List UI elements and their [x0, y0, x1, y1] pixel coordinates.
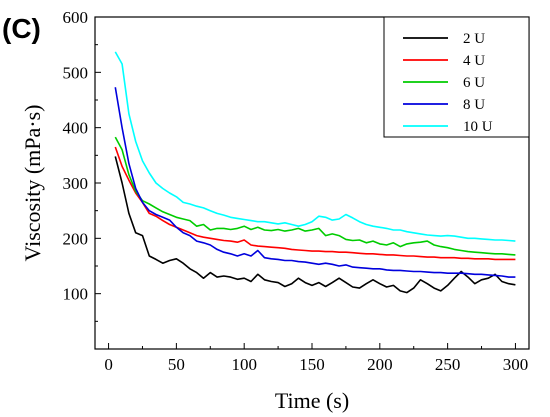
y-tick-label: 100: [63, 285, 89, 304]
x-tick-label: 150: [299, 355, 325, 374]
y-axis-title: Viscosity (mPa·s): [20, 105, 45, 262]
series-line-4-u: [114, 146, 516, 261]
y-tick-label: 600: [63, 8, 89, 27]
legend-label: 6 U: [463, 75, 485, 91]
series-layer: [114, 51, 516, 294]
x-axis-title: Time (s): [275, 388, 349, 413]
y-tick-label: 300: [63, 174, 89, 193]
axis-ticks: 0 50 100 150 200 250 300 100 200 300 400 500 600: [63, 8, 529, 374]
series-line-6-u: [114, 136, 516, 256]
legend-box: [383, 16, 530, 138]
x-tick-label: 50: [168, 355, 185, 374]
legend-label: 4 U: [463, 53, 485, 69]
y-tick-label: 500: [63, 63, 89, 82]
legend-label: 2 U: [463, 31, 485, 47]
y-tick-label: 400: [63, 119, 89, 138]
x-tick-label: 200: [367, 355, 393, 374]
legend-label: 10 U: [463, 119, 493, 135]
y-tick-label: 200: [63, 229, 89, 248]
series-line-8-u: [114, 87, 516, 278]
x-tick-label: 0: [104, 355, 113, 374]
x-tick-label: 300: [503, 355, 529, 374]
x-tick-label: 100: [231, 355, 257, 374]
panel-label: (C): [2, 13, 41, 44]
legend-label: 8 U: [463, 97, 485, 113]
legend: 2 U 4 U 6 U 8 U 10 U: [383, 16, 530, 138]
series-line-2-u: [114, 156, 516, 294]
x-tick-label: 250: [435, 355, 461, 374]
series-line-10-u: [114, 51, 516, 242]
